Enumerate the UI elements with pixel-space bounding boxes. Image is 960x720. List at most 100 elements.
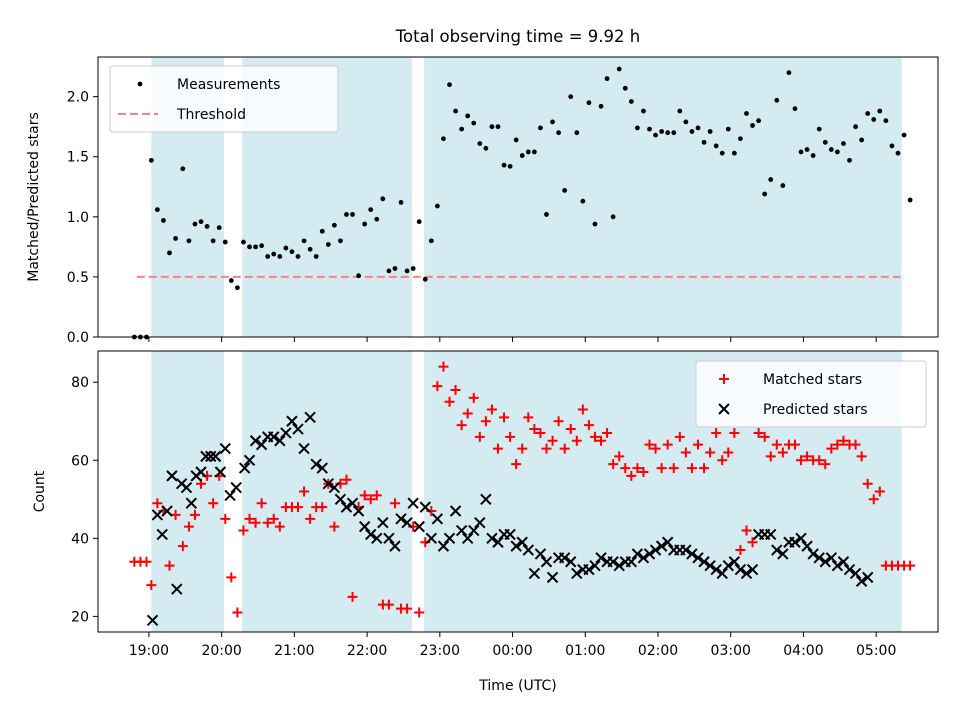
measurement-point [368, 207, 374, 213]
matched-star-point [656, 463, 667, 474]
measurement-point [392, 266, 398, 271]
predicted-star-point [589, 559, 601, 572]
predicted-star-point [156, 528, 168, 541]
predicted-star-point [558, 552, 571, 564]
matched-star-point [608, 459, 619, 470]
measurement-point [774, 97, 780, 103]
measurement-point [204, 224, 210, 229]
measurement-point [841, 141, 846, 146]
measurement-point [289, 249, 295, 255]
measurement-point [647, 126, 652, 132]
predicted-star-point [734, 563, 747, 576]
measurement-point [580, 198, 586, 204]
matched-star-point [596, 435, 607, 446]
predicted-star-point [795, 532, 807, 545]
measurement-point [853, 124, 858, 130]
predicted-star-point [224, 489, 236, 502]
matched-star-point [256, 498, 267, 509]
measurement-point [744, 111, 749, 116]
measurement-point [519, 153, 525, 158]
matched-star-point [535, 427, 546, 438]
measurement-point [531, 149, 537, 155]
predicted-star-point [474, 517, 486, 529]
matched-star-point [620, 463, 631, 474]
matched-star-point [832, 439, 843, 450]
matched-star-point [371, 490, 382, 501]
predicted-star-point [468, 524, 480, 537]
matched-star-point [662, 439, 673, 450]
matched-star-point [826, 443, 837, 454]
predicted-star-point [698, 556, 710, 568]
x-tick-label: 05:00 [856, 643, 896, 659]
predicted-star-point [286, 415, 298, 427]
y-tick-label: 1.5 [67, 150, 89, 166]
predicted-star-point [813, 552, 825, 564]
matched-star-point [874, 486, 885, 497]
measurement-point [604, 76, 610, 82]
predicted-star-point [855, 575, 868, 587]
measurement-point [319, 228, 325, 234]
matched-star-point [759, 431, 770, 442]
measurement-point [641, 108, 646, 114]
measurement-point [574, 130, 580, 136]
predicted-star-point [377, 517, 389, 529]
predicted-star-point [504, 528, 516, 541]
predicted-star-point [195, 466, 207, 478]
legend-predicted-marker [718, 403, 730, 415]
measurement-point [659, 129, 665, 134]
measurement-point [683, 119, 689, 125]
predicted-star-point [268, 431, 280, 443]
matched-star-point [183, 521, 194, 532]
matched-star-point [474, 431, 485, 442]
matched-star-point [365, 494, 376, 505]
predicted-star-point [461, 532, 474, 545]
predicted-star-point [789, 536, 801, 548]
measurement-point [592, 221, 598, 227]
chart-title: Total observing time = 9.92 h [395, 27, 640, 46]
predicted-star-point [395, 513, 407, 525]
matched-star-point [717, 455, 728, 466]
predicted-star-point [383, 532, 395, 545]
predicted-star-point [358, 520, 371, 533]
measurement-point [671, 130, 677, 136]
measurement-point [895, 150, 901, 156]
measurement-point [616, 66, 622, 72]
matched-star-point [402, 603, 413, 614]
measurement-point [798, 149, 804, 155]
predicted-star-point [649, 544, 662, 556]
measurement-point [338, 238, 343, 244]
predicted-star-point [346, 497, 359, 509]
measurement-point [283, 245, 289, 251]
measurement-point [325, 242, 331, 247]
measurement-point [756, 118, 762, 124]
matched-star-point [644, 439, 655, 450]
measurement-point [307, 246, 313, 252]
matched-star-point [850, 439, 861, 450]
predicted-star-point [352, 505, 365, 517]
predicted-star-point [746, 563, 759, 576]
matched-star-point [796, 455, 807, 466]
predicted-star-point [146, 614, 159, 626]
predicted-star-point [365, 528, 377, 541]
matched-star-point [432, 381, 443, 392]
matched-star-point [499, 412, 510, 423]
measurement-point [725, 126, 731, 132]
measurement-point [556, 130, 562, 136]
measurement-point [180, 166, 186, 172]
matched-star-point [152, 498, 163, 509]
matched-star-point [208, 498, 219, 509]
legend-label: Threshold [176, 107, 246, 123]
predicted-star-point [637, 552, 650, 564]
measurement-point [622, 85, 628, 91]
measurement-point [804, 147, 810, 152]
y-axis-label: Matched/Predicted stars [26, 112, 42, 282]
predicted-star-point [200, 450, 212, 463]
matched-star-point [232, 607, 243, 618]
predicted-star-point [161, 505, 173, 517]
predicted-star-point [230, 481, 242, 494]
predicted-star-point [571, 567, 583, 580]
predicted-star-point [185, 497, 198, 509]
predicted-star-point [740, 567, 753, 580]
matched-star-point [468, 392, 479, 403]
